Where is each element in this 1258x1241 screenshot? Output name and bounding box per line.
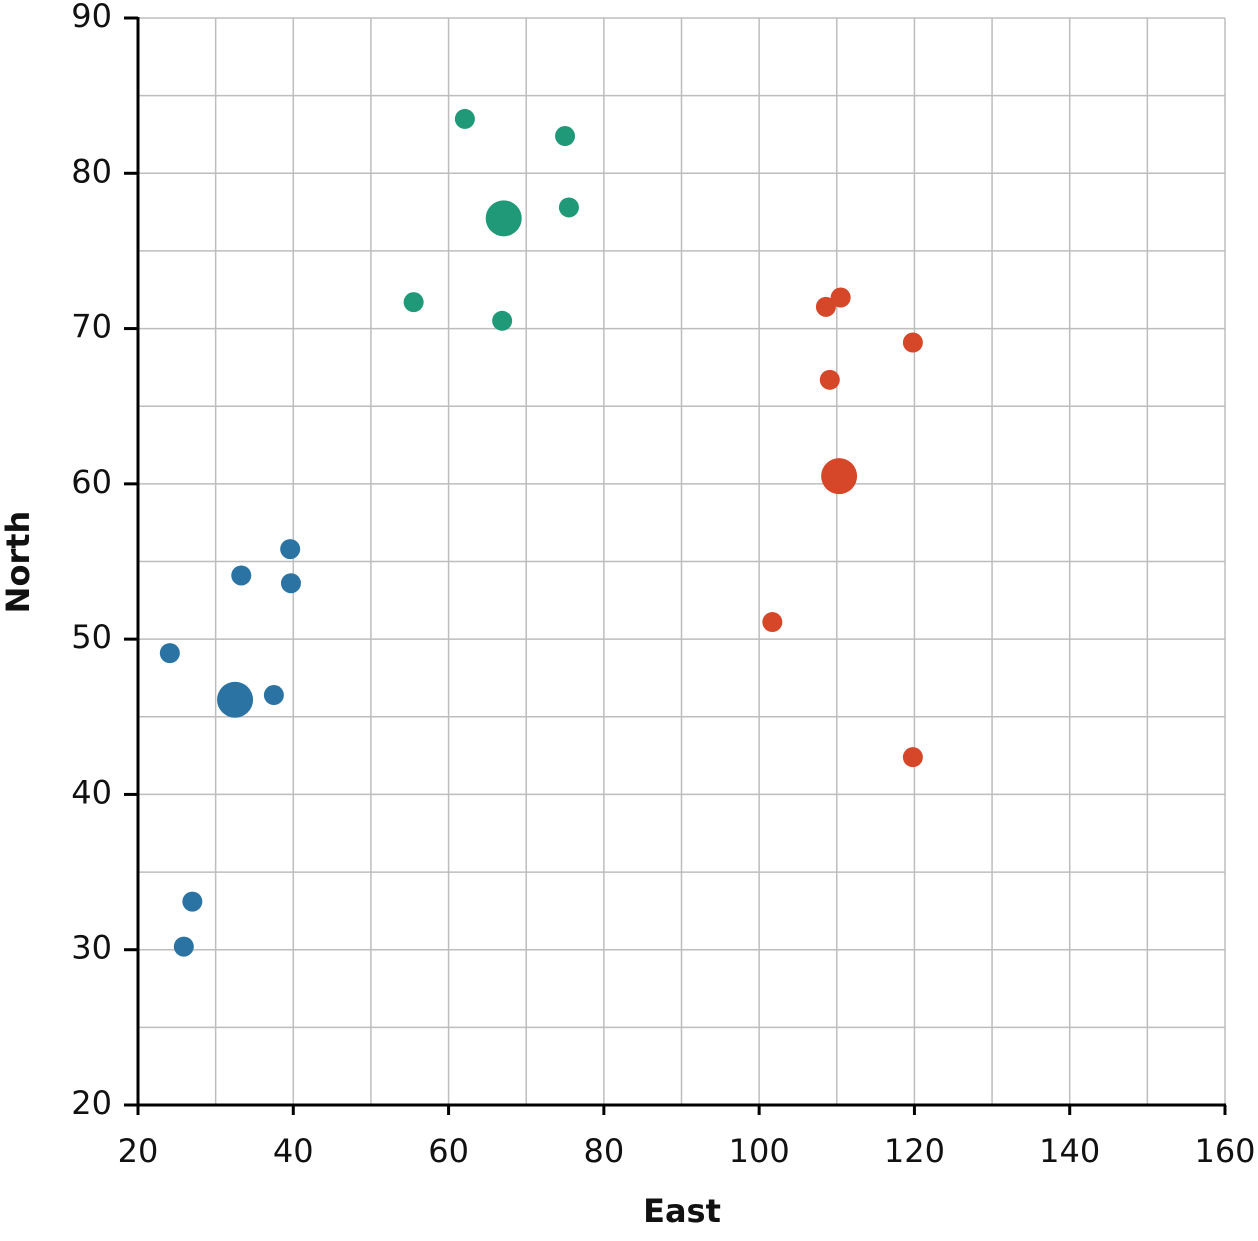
y-tick-label: 30: [71, 929, 112, 967]
x-tick-label: 120: [884, 1132, 945, 1170]
y-tick-label: 20: [71, 1084, 112, 1122]
x-tick-label: 40: [273, 1132, 314, 1170]
point: [280, 573, 301, 594]
x-tick-label: 140: [1039, 1132, 1100, 1170]
point: [159, 643, 180, 664]
point: [217, 681, 254, 718]
x-axis-label: East: [643, 1192, 721, 1230]
point: [173, 936, 194, 957]
point: [182, 891, 203, 912]
y-axis-label: North: [0, 511, 37, 614]
x-tick-label: 80: [583, 1132, 624, 1170]
x-tick-label: 60: [428, 1132, 469, 1170]
point: [492, 310, 513, 331]
y-tick-label: 90: [71, 0, 112, 35]
point: [555, 126, 576, 147]
y-tick-label: 40: [71, 773, 112, 811]
point: [558, 197, 579, 218]
point: [815, 296, 836, 317]
point: [485, 200, 522, 237]
point: [231, 565, 252, 586]
point: [902, 332, 923, 353]
y-tick-label: 70: [71, 308, 112, 346]
point: [819, 369, 840, 390]
point: [403, 292, 424, 313]
point: [263, 685, 284, 706]
point: [762, 612, 783, 633]
y-tick-label: 80: [71, 152, 112, 190]
point: [454, 108, 475, 129]
y-tick-label: 60: [71, 463, 112, 501]
x-tick-label: 100: [729, 1132, 790, 1170]
point: [830, 287, 851, 308]
point: [821, 458, 858, 495]
y-tick-label: 50: [71, 618, 112, 656]
point: [902, 747, 923, 768]
x-tick-label: 160: [1194, 1132, 1255, 1170]
x-tick-label: 20: [118, 1132, 159, 1170]
point: [280, 539, 301, 560]
